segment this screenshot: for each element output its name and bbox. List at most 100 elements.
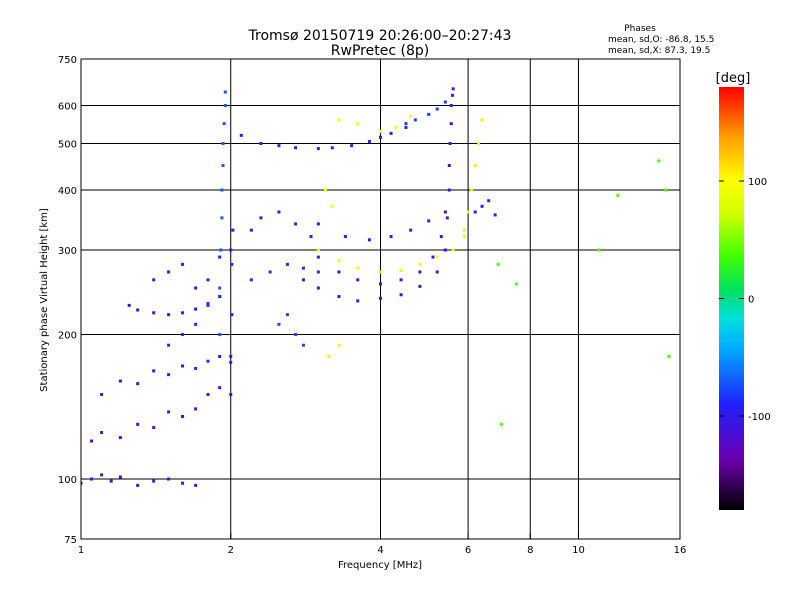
data-point bbox=[231, 228, 235, 232]
data-point bbox=[285, 313, 289, 317]
x-axis-label: Frequency [MHz] bbox=[338, 560, 422, 571]
y-axis-label: Stationary phase Virtual Height [km] bbox=[39, 208, 50, 392]
data-point bbox=[167, 477, 171, 481]
data-point bbox=[367, 238, 371, 242]
data-point bbox=[277, 210, 281, 214]
y-tick-label: 400 bbox=[58, 186, 77, 197]
data-point bbox=[136, 483, 140, 487]
data-point bbox=[330, 204, 334, 208]
data-point bbox=[350, 144, 354, 148]
data-point bbox=[316, 270, 320, 274]
x-tick-label: 16 bbox=[674, 545, 687, 556]
data-point bbox=[499, 422, 503, 426]
data-point bbox=[221, 142, 225, 146]
data-point bbox=[294, 146, 298, 150]
data-point bbox=[219, 248, 223, 252]
data-point bbox=[356, 122, 360, 126]
data-point bbox=[367, 139, 371, 143]
data-point bbox=[337, 118, 341, 122]
data-point bbox=[221, 163, 225, 167]
data-point bbox=[323, 188, 327, 192]
data-point bbox=[496, 262, 500, 266]
data-point bbox=[181, 311, 185, 315]
data-point bbox=[194, 322, 198, 326]
data-point bbox=[206, 278, 210, 282]
x-tick-label: 6 bbox=[465, 545, 471, 556]
data-point bbox=[81, 481, 83, 485]
data-point bbox=[404, 122, 408, 126]
data-point bbox=[399, 278, 403, 282]
data-point bbox=[100, 473, 104, 477]
data-point bbox=[118, 475, 122, 479]
data-point bbox=[223, 90, 227, 94]
data-point bbox=[194, 483, 198, 487]
data-point bbox=[277, 144, 281, 148]
data-point bbox=[194, 366, 198, 370]
data-point bbox=[343, 235, 347, 239]
data-point bbox=[413, 118, 417, 122]
data-point bbox=[316, 286, 320, 290]
data-point bbox=[450, 93, 454, 97]
data-point bbox=[294, 222, 298, 226]
grid bbox=[81, 59, 680, 539]
data-point bbox=[229, 354, 233, 358]
data-point bbox=[249, 228, 253, 232]
colorbar-tick-label: 0 bbox=[748, 295, 754, 306]
data-point bbox=[136, 382, 140, 386]
colorbar-tick-label: 100 bbox=[748, 177, 767, 188]
data-point bbox=[218, 386, 222, 390]
data-point bbox=[379, 135, 382, 139]
data-point bbox=[301, 343, 305, 347]
y-tick-label: 100 bbox=[58, 475, 77, 486]
data-point bbox=[316, 255, 320, 259]
data-point bbox=[206, 303, 210, 307]
data-point bbox=[152, 426, 156, 430]
data-point bbox=[206, 359, 210, 363]
data-point bbox=[435, 255, 439, 259]
data-point bbox=[337, 270, 341, 274]
axis-ticks: 1 2 4 6 8 10 16 75 100 200 300 400 500 600 750 bbox=[58, 55, 686, 556]
data-point bbox=[427, 112, 431, 116]
data-point bbox=[409, 228, 413, 232]
data-point bbox=[239, 133, 243, 137]
data-point bbox=[90, 439, 94, 443]
data-point bbox=[316, 147, 320, 151]
data-point bbox=[445, 216, 449, 220]
data-point bbox=[277, 322, 281, 326]
data-point bbox=[301, 266, 305, 270]
data-point bbox=[220, 216, 224, 220]
data-point bbox=[447, 163, 451, 167]
data-point bbox=[181, 364, 185, 368]
data-point bbox=[337, 295, 341, 299]
data-point bbox=[218, 333, 222, 337]
data-point bbox=[431, 255, 435, 259]
y-tick-label: 600 bbox=[58, 102, 77, 113]
data-point bbox=[356, 299, 360, 303]
data-point bbox=[399, 293, 403, 297]
data-point bbox=[449, 104, 453, 108]
data-point bbox=[152, 311, 156, 315]
data-point bbox=[109, 479, 113, 483]
data-point bbox=[127, 303, 131, 307]
data-point bbox=[181, 481, 185, 485]
data-point bbox=[399, 268, 403, 272]
data-point bbox=[194, 407, 198, 411]
stats-o-line: mean, sd,O: -86.8, 15.5 bbox=[608, 35, 714, 45]
data-point bbox=[316, 222, 320, 226]
chart-subtitle: RwPretec (8p) bbox=[331, 43, 429, 59]
data-point bbox=[194, 307, 198, 311]
data-point bbox=[301, 278, 305, 282]
data-point bbox=[439, 235, 443, 239]
data-point bbox=[379, 282, 382, 286]
colorbar-tick-label: -100 bbox=[748, 412, 771, 423]
data-point bbox=[309, 235, 313, 239]
data-point bbox=[480, 204, 484, 208]
data-point bbox=[389, 235, 393, 239]
data-point bbox=[194, 286, 198, 290]
data-point bbox=[229, 360, 233, 364]
data-point bbox=[597, 248, 601, 252]
stats-x-line: mean, sd,X: 87.3, 19.5 bbox=[608, 46, 710, 56]
data-point bbox=[514, 282, 518, 286]
data-point bbox=[218, 354, 222, 358]
